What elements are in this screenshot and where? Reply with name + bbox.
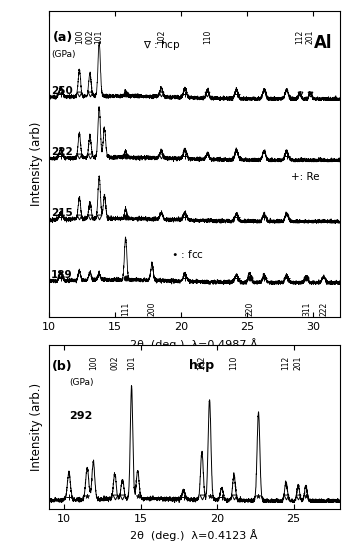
Text: $\bullet$ : fcc: $\bullet$ : fcc (171, 248, 204, 260)
Text: 100: 100 (75, 30, 84, 44)
Text: 311: 311 (302, 302, 311, 316)
Text: 250: 250 (51, 86, 73, 96)
Text: 222: 222 (51, 147, 73, 157)
Y-axis label: Intensity (arb.): Intensity (arb.) (30, 382, 43, 471)
Text: 002: 002 (85, 30, 94, 44)
Text: (a): (a) (53, 31, 73, 44)
Text: 189: 189 (51, 270, 72, 280)
Text: 110: 110 (230, 356, 238, 370)
Text: 112: 112 (281, 356, 290, 370)
Text: 100: 100 (89, 355, 98, 370)
Text: 101: 101 (127, 356, 136, 370)
Text: 200: 200 (147, 302, 156, 317)
Text: 002: 002 (110, 355, 119, 370)
Text: 101: 101 (95, 30, 104, 44)
Text: 111: 111 (121, 302, 130, 316)
Text: 222: 222 (319, 302, 328, 316)
X-axis label: 2θ  (deg.)  λ=0.4987 Å: 2θ (deg.) λ=0.4987 Å (130, 337, 258, 350)
Text: 201: 201 (306, 30, 315, 44)
Text: +: Re: +: Re (291, 172, 320, 182)
Text: $\nabla$ : hcp: $\nabla$ : hcp (142, 38, 180, 51)
Text: (GPa): (GPa) (51, 50, 76, 59)
X-axis label: 2θ  (deg.)  λ=0.4123 Å: 2θ (deg.) λ=0.4123 Å (131, 529, 258, 541)
Text: 102: 102 (197, 356, 206, 370)
Text: 292: 292 (69, 411, 92, 421)
Text: Al: Al (314, 33, 333, 51)
Text: 215: 215 (51, 208, 73, 218)
Text: 201: 201 (294, 356, 303, 370)
Text: (GPa): (GPa) (69, 379, 93, 387)
Text: 112: 112 (295, 30, 304, 44)
Text: (b): (b) (52, 360, 73, 374)
Text: hcp: hcp (189, 359, 215, 372)
Text: 102: 102 (157, 30, 166, 44)
Y-axis label: Intensity (arb): Intensity (arb) (30, 122, 43, 206)
Text: 220: 220 (245, 302, 254, 316)
Text: 110: 110 (203, 30, 212, 44)
